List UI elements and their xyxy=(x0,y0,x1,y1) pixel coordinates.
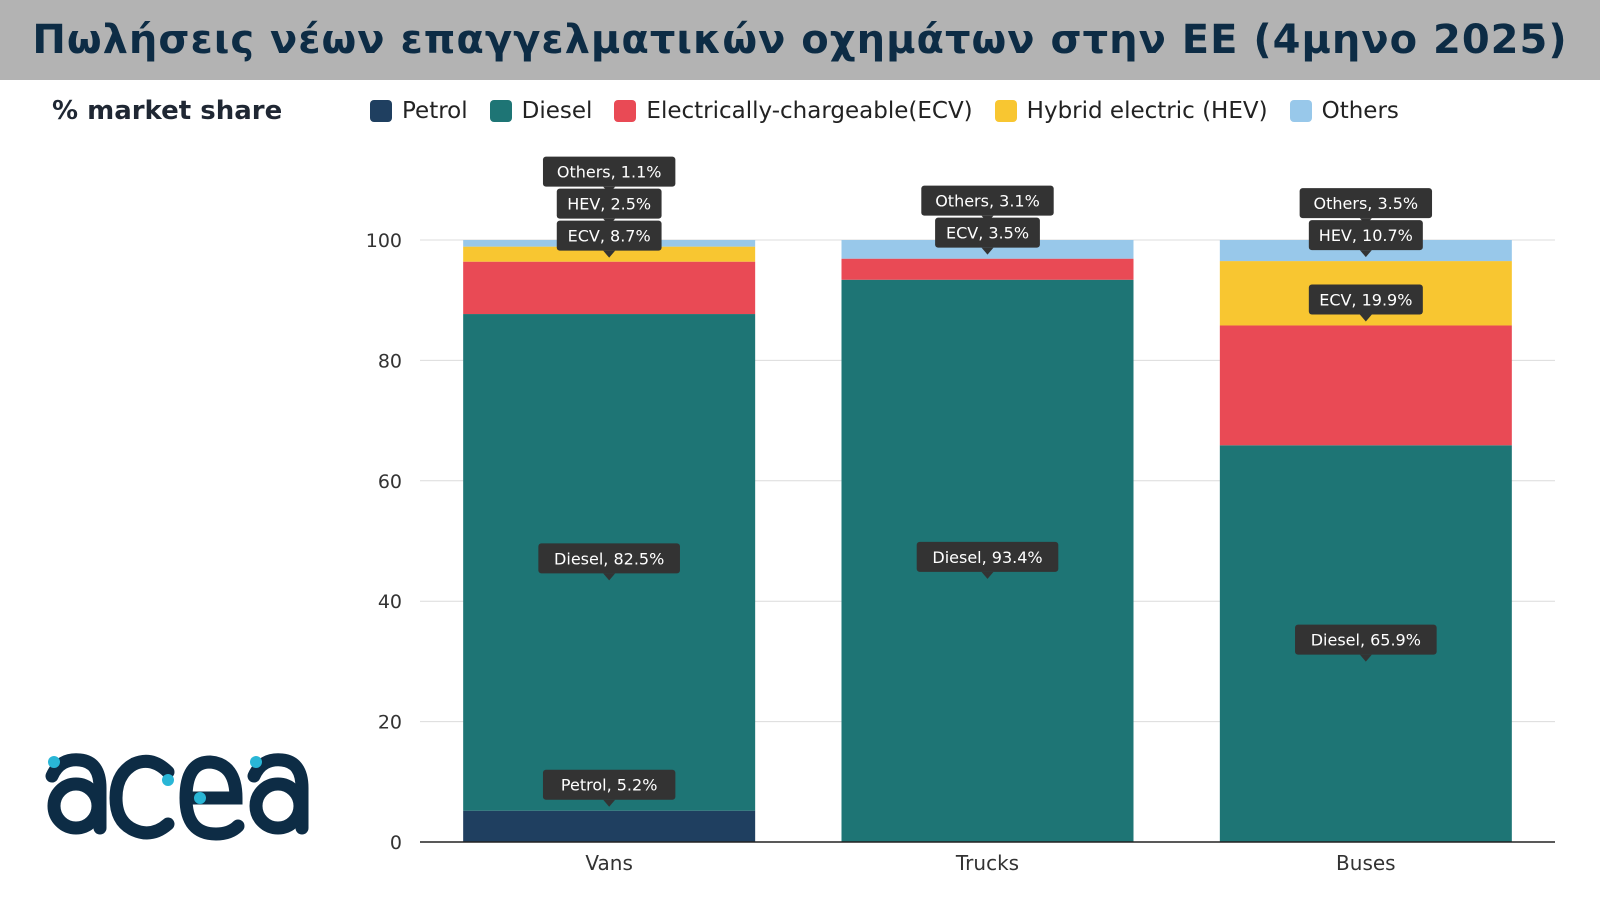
legend-swatch-diesel xyxy=(489,100,512,122)
x-tick-label: Vans xyxy=(585,851,632,875)
annotation-box xyxy=(556,220,662,251)
annotation-trucks-others: Others, 3.1% xyxy=(921,185,1054,223)
legend-item-hev: Hybrid electric (HEV) xyxy=(994,98,1268,124)
annotation-box xyxy=(1308,284,1423,315)
legend-swatch-others xyxy=(1289,100,1312,122)
annotation-box xyxy=(1295,624,1437,655)
annotation-label: Petrol, 5.2% xyxy=(561,776,657,795)
annotation-buses-diesel: Diesel, 65.9% xyxy=(1295,624,1437,662)
annotation-vans-diesel: Diesel, 82.5% xyxy=(538,543,680,581)
annotation-box xyxy=(1299,188,1433,219)
annotation-box xyxy=(542,769,676,800)
annotation-label: Diesel, 65.9% xyxy=(1311,631,1421,650)
annotation-box xyxy=(1308,220,1423,251)
annotation-pointer xyxy=(1359,654,1372,662)
annotation-buses-others: Others, 3.5% xyxy=(1299,188,1433,226)
annotation-vans-petrol: Petrol, 5.2% xyxy=(542,769,676,807)
acea-logo xyxy=(45,753,309,841)
bar-vans-petrol xyxy=(463,810,756,842)
annotation-label: Others, 3.5% xyxy=(1314,194,1419,213)
annotation-label: Diesel, 93.4% xyxy=(932,548,1042,567)
annotation-box xyxy=(542,156,676,187)
annotation-vans-ecv: ECV, 8.7% xyxy=(556,220,662,258)
y-tick-label: 80 xyxy=(378,350,402,372)
bar-buses-electrically-chargeable-ecv xyxy=(1219,325,1512,446)
annotation-pointer xyxy=(1359,250,1372,258)
legend-item-ecv: Electrically-chargeable(ECV) xyxy=(614,98,973,124)
legend-label-others: Others xyxy=(1321,98,1399,124)
annotation-label: HEV, 10.7% xyxy=(1319,226,1413,245)
legend-swatch-ecv xyxy=(614,100,637,122)
annotation-pointer xyxy=(981,571,994,579)
y-tick-label: 0 xyxy=(390,832,402,854)
legend-swatch-petrol xyxy=(370,100,392,122)
annotation-pointer xyxy=(603,250,616,258)
annotation-label: Diesel, 82.5% xyxy=(554,549,664,568)
annotation-trucks-ecv: ECV, 3.5% xyxy=(935,217,1040,255)
annotation-pointer xyxy=(981,247,994,255)
annotation-box xyxy=(556,188,662,219)
legend-item-others: Others xyxy=(1289,98,1399,124)
bar-trucks-electrically-chargeable-ecv xyxy=(841,258,1134,280)
legend-label-hev: Hybrid electric (HEV) xyxy=(1026,98,1268,124)
legend-label-petrol: Petrol xyxy=(402,98,468,124)
annotation-trucks-diesel: Diesel, 93.4% xyxy=(916,541,1059,579)
y-tick-label: 40 xyxy=(378,591,402,613)
chart-subtitle: % market share xyxy=(52,96,283,126)
chart-legend: Petrol Diesel Electrically-chargeable(EC… xyxy=(370,98,1399,124)
bar-vans-electrically-chargeable-ecv xyxy=(463,261,756,315)
y-tick-label: 100 xyxy=(366,230,402,252)
annotation-label: Others, 3.1% xyxy=(935,192,1040,211)
annotation-box xyxy=(921,185,1054,216)
annotation-buses-hev: HEV, 10.7% xyxy=(1308,220,1423,258)
annotation-label: Others, 1.1% xyxy=(557,163,662,182)
annotation-pointer xyxy=(603,573,616,581)
legend-item-petrol: Petrol xyxy=(370,98,468,124)
annotation-label: ECV, 19.9% xyxy=(1319,290,1412,309)
legend-label-ecv: Electrically-chargeable(ECV) xyxy=(646,98,973,124)
annotation-label: ECV, 3.5% xyxy=(946,224,1029,243)
y-tick-label: 60 xyxy=(378,471,402,493)
page-title: Πωλήσεις νέων επαγγελματικών οχημάτων στ… xyxy=(32,17,1568,63)
x-tick-label: Buses xyxy=(1336,851,1396,875)
annotation-label: HEV, 2.5% xyxy=(567,195,651,214)
y-tick-label: 20 xyxy=(378,712,402,734)
annotation-box xyxy=(916,541,1059,572)
x-tick-label: Trucks xyxy=(955,851,1019,875)
annotation-pointer xyxy=(1359,314,1372,322)
annotation-label: ECV, 8.7% xyxy=(568,227,651,246)
legend-label-diesel: Diesel xyxy=(521,98,593,124)
annotation-box xyxy=(538,543,680,574)
annotation-vans-hev: HEV, 2.5% xyxy=(556,188,662,226)
annotation-buses-ecv: ECV, 19.9% xyxy=(1308,284,1423,322)
annotation-box xyxy=(935,217,1040,248)
title-bar: Πωλήσεις νέων επαγγελματικών οχημάτων στ… xyxy=(0,0,1600,80)
legend-item-diesel: Diesel xyxy=(489,98,593,124)
legend-swatch-hev xyxy=(994,100,1017,122)
annotation-pointer xyxy=(603,799,616,807)
annotation-vans-others: Others, 1.1% xyxy=(542,156,676,194)
